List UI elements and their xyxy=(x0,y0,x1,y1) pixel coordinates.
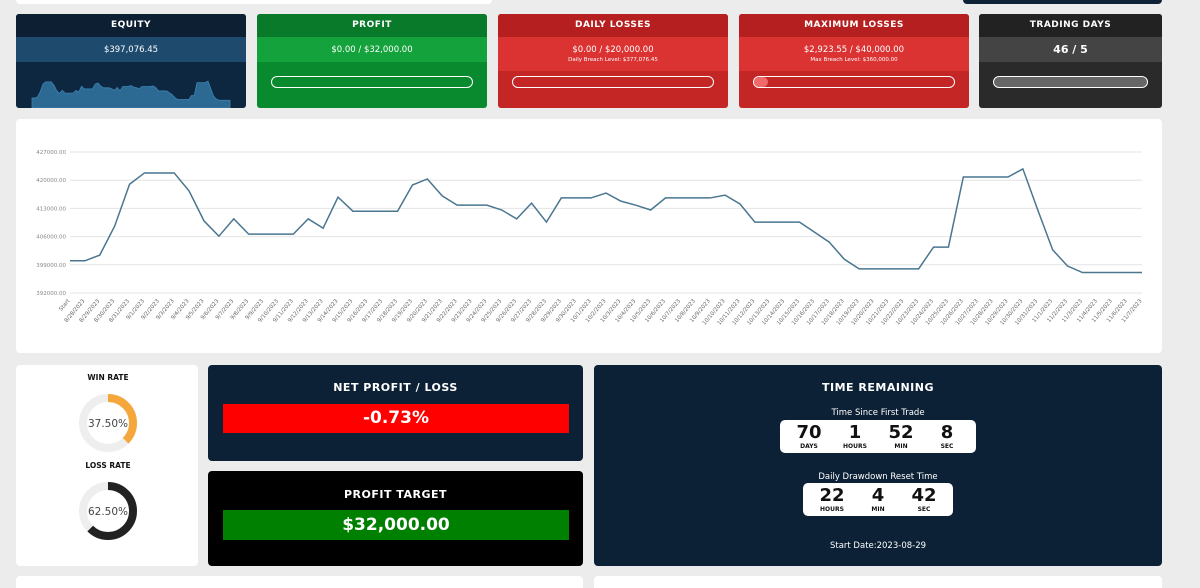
bottom-panel xyxy=(594,576,1162,588)
card-title: PROFIT xyxy=(257,14,487,37)
y-tick-label: 392000.00 xyxy=(36,291,66,297)
progress-fill xyxy=(754,77,768,87)
countdown-value: 4 xyxy=(871,485,885,506)
progress-bar xyxy=(271,76,473,88)
equity-card: EQUITY $397,076.45 xyxy=(16,14,246,108)
trading-days-card: TRADING DAYS 46 / 5 xyxy=(979,14,1162,108)
countdown-unit: 1 HOURS xyxy=(832,422,878,451)
card-value: $397,076.45 xyxy=(16,37,246,62)
chart-panel: 392000.00 399000.00 406000.00 413000.00 4200… xyxy=(16,119,1162,353)
panel-title: NET PROFIT / LOSS xyxy=(333,381,458,394)
countdown-unit: 70 DAYS xyxy=(786,422,832,451)
panel-title: TIME REMAINING xyxy=(822,381,934,394)
rates-chart: WIN RATE 37.50% LOSS RATE 62.50% xyxy=(79,373,137,540)
countdown-label: Daily Drawdown Reset Time xyxy=(818,472,938,482)
top-panel xyxy=(16,0,492,4)
time-remaining-panel: TIME REMAINING Time Since First Trade 70… xyxy=(594,365,1162,566)
max-losses-card: MAXIMUM LOSSES $2,923.55 / $40,000.00 Max… xyxy=(739,14,969,108)
card-value: $0.00 / $20,000.00 Daily Breach Level: $3… xyxy=(498,37,728,71)
x-tick-label: Start xyxy=(58,298,72,313)
y-tick-label: 406000.00 xyxy=(36,235,66,241)
donut-arc xyxy=(79,394,137,452)
value: $0.00 / $32,000.00 xyxy=(331,44,413,55)
profit-target-value: $32,000.00 xyxy=(223,510,569,540)
countdown-unit: 52 MIN xyxy=(878,422,924,451)
donut-arc xyxy=(79,482,137,540)
card-value: $0.00 / $32,000.00 xyxy=(257,37,487,62)
card-value: $2,923.55 / $40,000.00 Max Breach Level: … xyxy=(739,37,969,71)
note: Daily Breach Level: $377,076.45 xyxy=(568,57,658,63)
y-tick-label: 427000.00 xyxy=(36,150,66,156)
progress-bar xyxy=(512,76,714,88)
countdown-value: 42 xyxy=(911,485,937,506)
equity-line xyxy=(70,167,1142,274)
rate-label: 37.50% xyxy=(88,418,128,430)
chart: 392000.00 399000.00 406000.00 413000.00 4200… xyxy=(36,150,1144,327)
rate-title: WIN RATE xyxy=(87,373,128,382)
countdown: 22 HOURS 4 MIN 42 SEC xyxy=(803,483,953,516)
net-profit-panel: NET PROFIT / LOSS -0.73% xyxy=(208,365,583,461)
card-title: DAILY LOSSES xyxy=(498,14,728,37)
countdown-value: 1 xyxy=(848,422,862,443)
bottom-panel xyxy=(16,576,583,588)
countdown-value: 8 xyxy=(940,422,954,443)
countdown-unit-label: HOURS xyxy=(843,443,867,450)
value: $397,076.45 xyxy=(103,44,159,55)
top-panel xyxy=(963,0,1162,4)
countdown: 70 DAYS 1 HOURS 52 MIN 8 SEC xyxy=(780,420,976,453)
countdown-unit-label: MIN xyxy=(894,443,908,450)
countdown-value: 22 xyxy=(819,485,845,506)
rate-title: LOSS RATE xyxy=(85,461,130,470)
countdown-unit: 42 SEC xyxy=(901,485,947,514)
card-value: 46 / 5 xyxy=(979,37,1162,62)
net-profit-value: -0.73% xyxy=(223,404,569,433)
value: $2,923.55 / $40,000.00 xyxy=(803,45,905,55)
note: Max Breach Level: $360,000.00 xyxy=(810,57,898,63)
profit-card: PROFIT $0.00 / $32,000.00 xyxy=(257,14,487,108)
y-tick-label: 413000.00 xyxy=(36,206,66,212)
countdown-unit-label: MIN xyxy=(871,506,885,513)
sparkline-area xyxy=(31,80,231,108)
profit-target-panel: PROFIT TARGET $32,000.00 xyxy=(208,471,583,566)
progress-bar xyxy=(993,76,1148,88)
panel-title: PROFIT TARGET xyxy=(343,488,447,501)
sparkline xyxy=(31,80,231,108)
rates-panel: WIN RATE 37.50% LOSS RATE 62.50% xyxy=(16,365,198,566)
y-tick-label: 420000.00 xyxy=(36,178,66,184)
countdown-value: 52 xyxy=(888,422,914,443)
countdown-unit: 4 MIN xyxy=(855,485,901,514)
countdown-unit-label: SEC xyxy=(917,506,931,513)
countdown-value: 70 xyxy=(796,422,822,443)
countdown-label: Time Since First Trade xyxy=(831,408,925,418)
rate-label: 62.50% xyxy=(88,506,128,518)
start-date: Start Date:2023-08-29 xyxy=(829,541,927,551)
countdown-unit: 8 SEC xyxy=(924,422,970,451)
value: 46 / 5 xyxy=(1053,43,1088,56)
value: $0.00 / $20,000.00 xyxy=(572,45,654,55)
countdown-unit: 22 HOURS xyxy=(809,485,855,514)
y-tick-label: 399000.00 xyxy=(36,263,66,269)
daily-losses-card: DAILY LOSSES $0.00 / $20,000.00 Daily Bre… xyxy=(498,14,728,108)
card-title: MAXIMUM LOSSES xyxy=(739,14,969,37)
countdown-unit-label: SEC xyxy=(940,443,954,450)
card-title: EQUITY xyxy=(16,14,246,37)
countdown-unit-label: DAYS xyxy=(800,443,818,450)
card-title: TRADING DAYS xyxy=(979,14,1162,37)
countdown-unit-label: HOURS xyxy=(820,506,844,513)
progress-bar xyxy=(753,76,955,88)
